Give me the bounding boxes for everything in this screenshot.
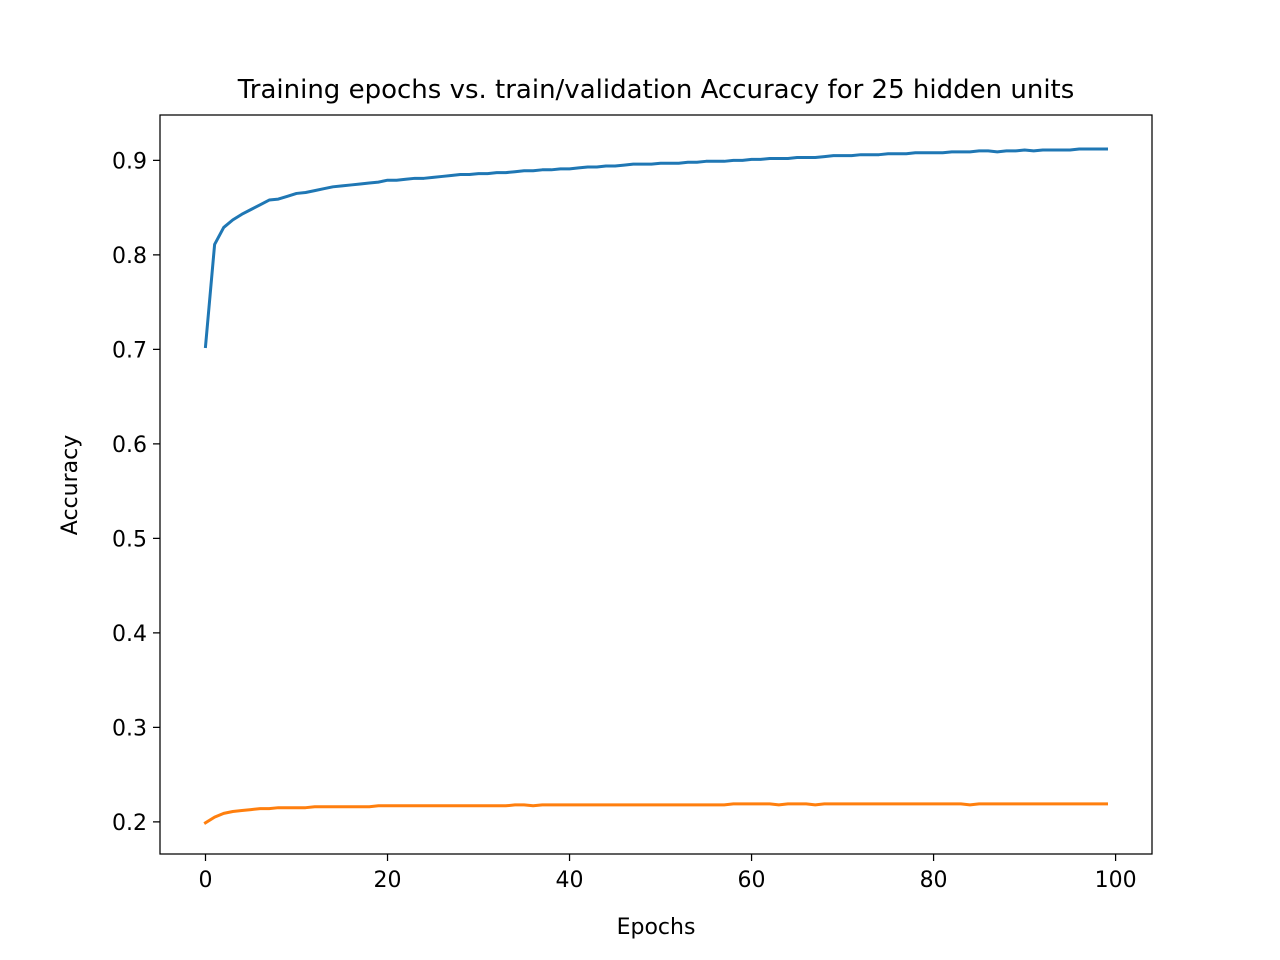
plot-frame xyxy=(159,114,1153,855)
chart-title: Training epochs vs. train/validation Acc… xyxy=(237,75,1075,105)
x-tick-label: 20 xyxy=(374,868,402,893)
plot-area xyxy=(159,114,1153,855)
y-tick-label: 0.5 xyxy=(112,527,147,552)
y-axis-label: Accuracy xyxy=(58,435,83,535)
series-layer xyxy=(203,147,1108,825)
validation-accuracy-line xyxy=(203,802,1108,825)
y-tick-label: 0.8 xyxy=(112,244,147,269)
y-axis-ticks: 0.2 0.3 0.4 0.5 0.6 0.7 0.8 0.9 xyxy=(112,149,160,836)
x-tick-label: 40 xyxy=(556,868,584,893)
y-tick-label: 0.6 xyxy=(112,433,147,458)
x-tick-label: 0 xyxy=(199,868,213,893)
x-tick-label: 80 xyxy=(920,868,948,893)
x-axis-ticks: 0 20 40 60 80 100 xyxy=(199,854,1137,893)
x-axis-label: Epochs xyxy=(617,915,696,940)
y-tick-label: 0.2 xyxy=(112,811,147,836)
x-tick-label: 60 xyxy=(738,868,766,893)
x-tick-label: 100 xyxy=(1095,868,1137,893)
y-tick-label: 0.3 xyxy=(112,716,147,741)
y-tick-label: 0.4 xyxy=(112,622,147,647)
y-tick-label: 0.7 xyxy=(112,338,147,363)
y-tick-label: 0.9 xyxy=(112,149,147,174)
train-accuracy-line xyxy=(203,147,1108,349)
